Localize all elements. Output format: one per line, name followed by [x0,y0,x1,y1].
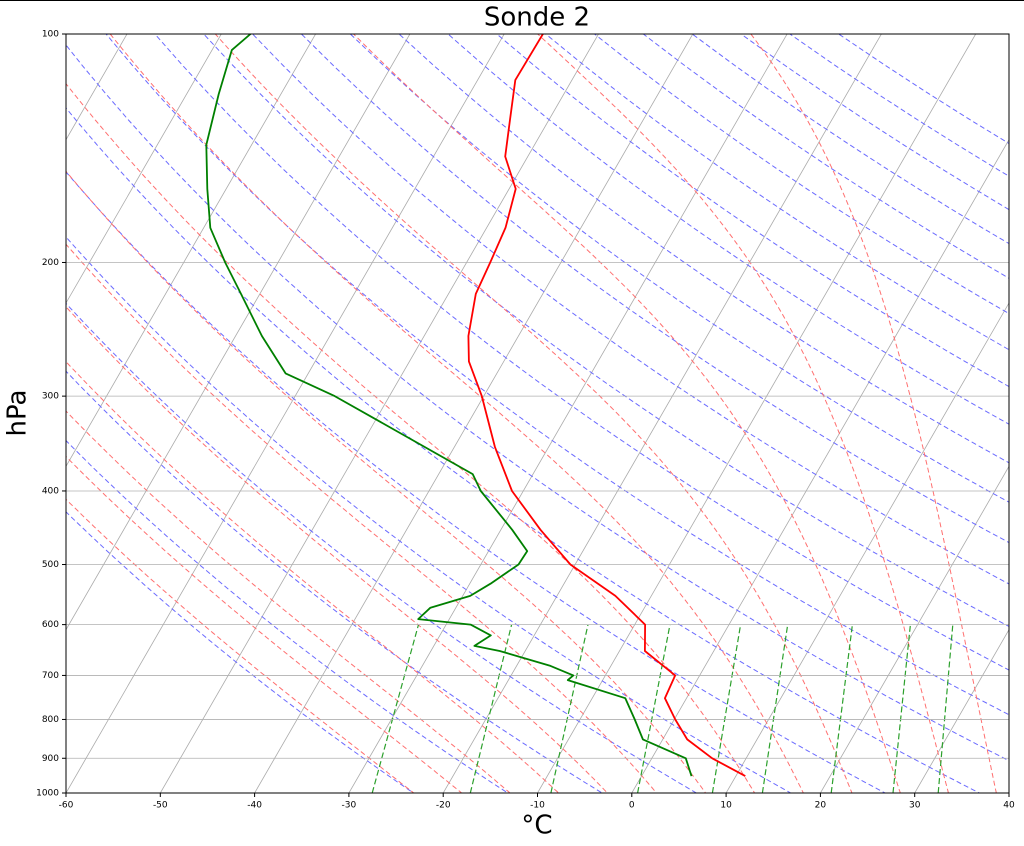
isotherm [66,34,317,468]
mixing-ratio [761,624,789,793]
dry-adiabat [544,34,1009,351]
moist-adiabat [66,82,756,793]
chart-title: Sonde 2 [484,3,590,33]
isotherm [66,34,128,141]
dry-adiabat [691,34,1009,245]
dry-adiabat [398,34,1009,464]
isotherm [725,302,1009,793]
dry-adiabat [203,34,1009,628]
dry-adiabat [593,34,1009,315]
y-tick-label: 300 [42,392,59,402]
moist-adiabat [66,410,511,793]
moist-adiabat [537,34,949,793]
x-tick-label: -20 [436,801,451,811]
y-tick-label: 900 [42,754,59,764]
dry-adiabat [66,171,887,793]
moist-adiabat [353,34,901,793]
y-tick-label: 500 [42,560,59,570]
isotherm [159,34,599,793]
dry-adiabat [66,236,792,793]
moist-adiabat [109,34,804,793]
isotherm [348,34,788,793]
isotherm [66,34,411,631]
dry-adiabat [66,44,1009,762]
dry-adiabat [300,34,1009,544]
x-tick-label: 20 [815,801,827,811]
profile-line [467,34,746,777]
x-tick-label: -50 [153,801,168,811]
moist-adiabat [66,498,415,793]
y-tick-label: 200 [42,258,59,268]
mixing-ratio [892,624,911,793]
x-tick-label: -30 [342,801,357,811]
dry-adiabat [66,302,698,793]
y-tick-label: 400 [42,486,59,496]
dry-adiabat [251,34,1009,585]
x-tick-label: -10 [530,801,545,811]
x-tick-label: -40 [247,801,262,811]
x-tick-label: 10 [720,801,732,811]
dry-adiabat [66,439,509,793]
moist-adiabat [66,455,463,793]
dry-adiabat [154,34,1009,671]
dry-adiabat [642,34,1009,279]
mixing-ratio [711,624,742,793]
mixing-ratio [937,624,954,793]
y-axis-label: hPa [3,390,33,437]
isotherm [66,34,222,304]
isotherm [442,34,882,793]
mixing-ratio [830,624,853,793]
y-tick-label: 700 [42,671,59,681]
moist-adiabat [66,360,560,793]
x-tick-label: 0 [629,801,635,811]
isotherm [819,465,1009,793]
mixing-ratio [371,624,420,793]
x-tick-label: 30 [909,801,921,811]
isotherm [631,138,1009,793]
profile-line [205,34,693,777]
dry-adiabat [496,34,1009,388]
dry-adiabat [447,34,1009,425]
isotherm [66,34,505,793]
plot-frame [65,33,1010,794]
y-tick-label: 800 [42,715,59,725]
isotherm [254,34,694,793]
mixing-ratio [550,624,589,793]
moist-adiabat [750,34,997,793]
y-tick-label: 100 [42,30,59,40]
profiles [205,34,746,777]
dry-adiabat [105,34,1009,716]
dry-adiabat [66,107,981,793]
mixing-ratio [637,624,671,793]
isotherm [537,34,977,793]
y-tick-label: 600 [42,620,59,630]
x-tick-label: 40 [1003,801,1015,811]
dry-adiabat [66,370,604,793]
moist-adiabat [214,34,853,793]
isotherm [914,628,1009,793]
isotherm [1008,792,1009,793]
background-lines [66,34,1009,793]
x-tick-label: -60 [59,801,74,811]
moist-adiabat [66,243,658,793]
y-tick-label: 1000 [36,789,59,799]
x-axis-label: °C [521,811,552,841]
moist-adiabat [66,306,609,793]
